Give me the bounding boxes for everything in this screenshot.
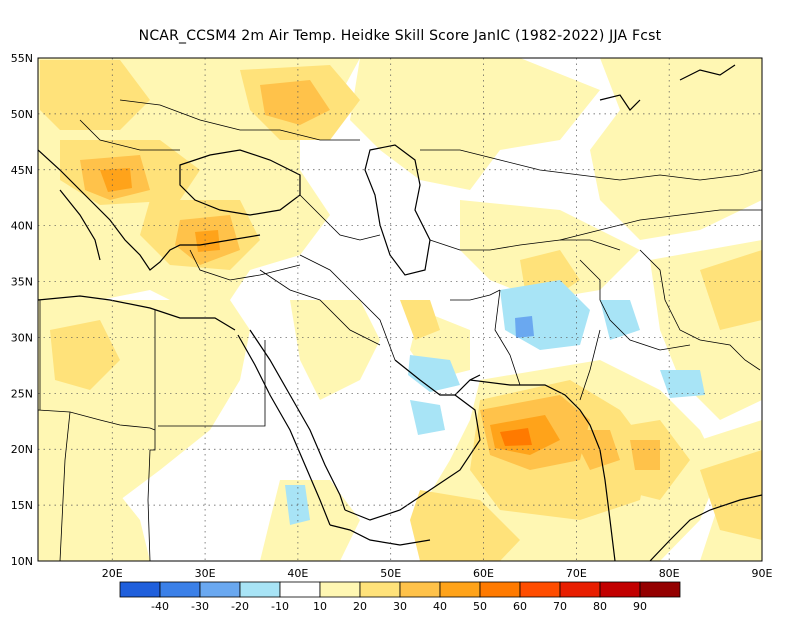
coastlines: [38, 64, 762, 561]
colorbar-swatch: [199, 581, 241, 598]
latitude-tick-label: 10N: [11, 555, 33, 568]
latitude-labels: 10N 15N 20N 25N 30N 35N 40N 45N 50N 55N: [11, 52, 33, 568]
colorbar-swatch: [519, 581, 561, 598]
colorbar-swatch: [559, 581, 601, 598]
latitude-tick-label: 25N: [11, 387, 33, 400]
longitude-tick-label: 40E: [287, 567, 308, 580]
map-frame: [37, 57, 763, 562]
colorbar-swatch: [359, 581, 401, 598]
colorbar-swatch: [439, 581, 481, 598]
graticule: [38, 58, 762, 561]
colorbar-label: -40: [151, 600, 169, 613]
colorbar-label: 60: [513, 600, 527, 613]
longitude-labels: 20E 30E 40E 50E 60E 70E 80E 90E: [102, 567, 773, 580]
latitude-tick-label: 45N: [11, 164, 33, 177]
colorbar-label: -10: [271, 600, 289, 613]
colorbar-swatch: [399, 581, 441, 598]
colorbar-label: 30: [393, 600, 407, 613]
colorbar-label: 10: [313, 600, 327, 613]
latitude-tick-label: 40N: [11, 220, 33, 233]
colorbar-label: 40: [433, 600, 447, 613]
latitude-tick-label: 50N: [11, 108, 33, 121]
longitude-tick-label: 20E: [102, 567, 123, 580]
skill-50-60-areas: [500, 428, 532, 446]
colorbar-label: 70: [553, 600, 567, 613]
colorbar-label: 20: [353, 600, 367, 613]
latitude-tick-label: 20N: [11, 443, 33, 456]
colorbar-label: 90: [633, 600, 647, 613]
country-borders: [38, 99, 762, 561]
colorbar-swatch: [319, 581, 361, 598]
latitude-tick-label: 15N: [11, 499, 33, 512]
map-title: NCAR_CCSM4 2m Air Temp. Heidke Skill Sco…: [138, 28, 662, 44]
colorbar-swatch: [119, 581, 161, 598]
latitude-tick-label: 35N: [11, 276, 33, 289]
skill-negative-strong-areas: [515, 316, 534, 338]
longitude-tick-label: 60E: [473, 567, 494, 580]
colorbar-swatch: [159, 581, 201, 598]
colorbar-swatch: [479, 581, 521, 598]
colorbar-swatch: [239, 581, 281, 598]
skill-field: [38, 58, 762, 561]
colorbar-label: 80: [593, 600, 607, 613]
colorbar: -40 -30 -20 -10 10 20 30 40 50 60 70 80 90: [119, 581, 681, 613]
colorbar-label: -30: [191, 600, 209, 613]
longitude-tick-label: 50E: [380, 567, 401, 580]
longitude-tick-label: 30E: [195, 567, 216, 580]
colorbar-swatch: [279, 581, 321, 598]
latitude-tick-label: 55N: [11, 52, 33, 65]
colorbar-label: 50: [473, 600, 487, 613]
longitude-tick-label: 70E: [566, 567, 587, 580]
colorbar-label: -20: [231, 600, 249, 613]
colorbar-swatch: [639, 581, 681, 598]
longitude-tick-label: 80E: [659, 567, 680, 580]
longitude-tick-label: 90E: [752, 567, 773, 580]
latitude-tick-label: 30N: [11, 331, 33, 344]
colorbar-swatch: [599, 581, 641, 598]
